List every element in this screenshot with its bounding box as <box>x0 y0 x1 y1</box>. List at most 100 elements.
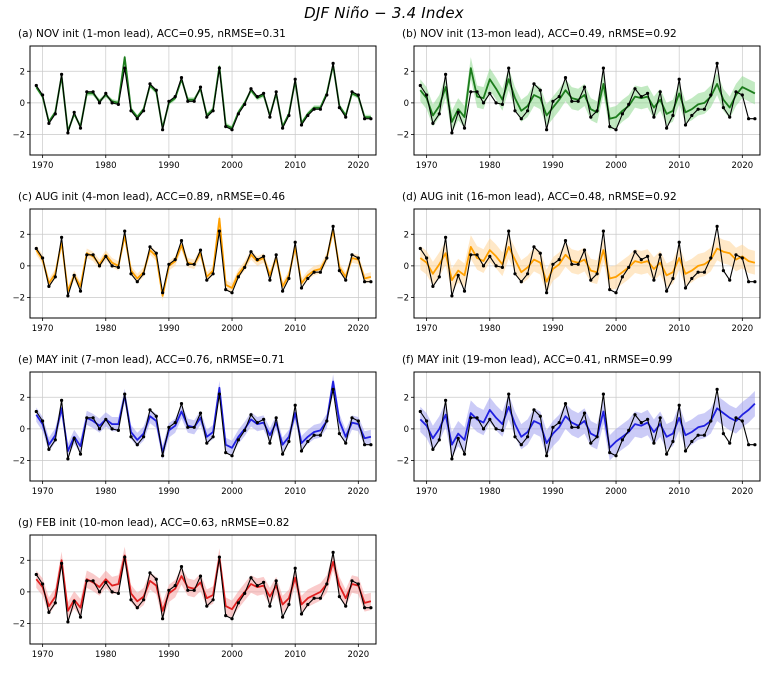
svg-text:1970: 1970 <box>416 161 438 171</box>
tick-labels: 1970 1980 1990 2000 2010 2020 −2 0 2 <box>396 230 753 334</box>
panel-b-title: (b) NOV init (13-mon lead), ACC=0.49, nR… <box>402 28 677 40</box>
panel-f-plot: 1970 1980 1990 2000 2010 2020 −2 0 2 <box>396 371 761 497</box>
svg-text:1990: 1990 <box>158 161 180 171</box>
observation-markers <box>418 224 757 298</box>
svg-text:1970: 1970 <box>32 161 54 171</box>
svg-text:2000: 2000 <box>221 650 243 660</box>
tick-labels: 1970 1980 1990 2000 2010 2020 −2 0 2 <box>12 393 369 497</box>
panel-f: (f) MAY init (19-mon lead), ACC=0.41, nR… <box>384 352 768 515</box>
svg-text:2: 2 <box>404 67 409 77</box>
svg-text:1970: 1970 <box>32 487 54 497</box>
axes-frame <box>29 208 377 319</box>
panel-c-plot: 1970 1980 1990 2000 2010 2020 −2 0 2 <box>12 208 377 334</box>
svg-text:1990: 1990 <box>158 324 180 334</box>
axes-frame <box>413 371 761 482</box>
svg-text:1980: 1980 <box>479 487 501 497</box>
svg-text:2000: 2000 <box>221 487 243 497</box>
svg-text:0: 0 <box>404 425 409 435</box>
svg-text:2010: 2010 <box>284 324 306 334</box>
axes-frame <box>413 208 761 319</box>
svg-text:−2: −2 <box>12 130 25 140</box>
svg-text:2000: 2000 <box>605 324 627 334</box>
svg-text:2020: 2020 <box>732 161 754 171</box>
svg-text:2000: 2000 <box>605 161 627 171</box>
svg-text:0: 0 <box>20 425 25 435</box>
panel-a: (a) NOV init (1-mon lead), ACC=0.95, nRM… <box>0 26 384 189</box>
panel-d: (d) AUG init (16-mon lead), ACC=0.48, nR… <box>384 189 768 352</box>
svg-text:2020: 2020 <box>732 487 754 497</box>
panel-e: (e) MAY init (7-mon lead), ACC=0.76, nRM… <box>0 352 384 515</box>
svg-text:−2: −2 <box>12 293 25 303</box>
axes-frame <box>29 45 377 156</box>
svg-text:1970: 1970 <box>32 324 54 334</box>
panel-d-title: (d) AUG init (16-mon lead), ACC=0.48, nR… <box>402 191 677 203</box>
panel-g: (g) FEB init (10-mon lead), ACC=0.63, nR… <box>0 515 384 678</box>
panel-f-title: (f) MAY init (19-mon lead), ACC=0.41, nR… <box>402 354 673 366</box>
svg-text:−2: −2 <box>396 456 409 466</box>
svg-text:1980: 1980 <box>95 487 117 497</box>
svg-text:2: 2 <box>404 230 409 240</box>
tick-labels: 1970 1980 1990 2000 2010 2020 −2 0 2 <box>12 230 369 334</box>
figure-title: DJF Niño − 3.4 Index <box>304 4 464 22</box>
panel-c-title: (c) AUG init (4-mon lead), ACC=0.89, nRM… <box>18 191 286 203</box>
observation-markers <box>34 224 373 298</box>
axes-frame <box>29 371 377 482</box>
panel-a-title: (a) NOV init (1-mon lead), ACC=0.95, nRM… <box>18 28 286 40</box>
svg-text:0: 0 <box>20 588 25 598</box>
svg-text:2: 2 <box>20 393 25 403</box>
svg-text:1980: 1980 <box>95 161 117 171</box>
svg-text:2020: 2020 <box>732 324 754 334</box>
panel-grid: (a) NOV init (1-mon lead), ACC=0.95, nRM… <box>0 26 768 678</box>
panel-c: (c) AUG init (4-mon lead), ACC=0.89, nRM… <box>0 189 384 352</box>
panel-b-plot: 1970 1980 1990 2000 2010 2020 −2 0 2 <box>396 45 761 171</box>
svg-text:1970: 1970 <box>416 487 438 497</box>
observation-markers <box>34 550 373 624</box>
svg-text:2: 2 <box>20 67 25 77</box>
svg-text:−2: −2 <box>12 456 25 466</box>
svg-text:2020: 2020 <box>348 487 370 497</box>
observation-markers <box>418 387 757 461</box>
uncertainty-band <box>36 546 371 620</box>
svg-text:1980: 1980 <box>95 324 117 334</box>
svg-text:2000: 2000 <box>221 324 243 334</box>
svg-text:2: 2 <box>404 393 409 403</box>
svg-text:2010: 2010 <box>668 487 690 497</box>
uncertainty-band <box>420 57 755 133</box>
svg-text:1980: 1980 <box>479 161 501 171</box>
svg-text:2020: 2020 <box>348 324 370 334</box>
panel-a-plot: 1970 1980 1990 2000 2010 2020 −2 0 2 <box>12 45 377 171</box>
svg-text:0: 0 <box>404 262 409 272</box>
svg-text:2010: 2010 <box>668 161 690 171</box>
svg-text:1970: 1970 <box>416 324 438 334</box>
observation-markers <box>34 387 373 461</box>
svg-text:1990: 1990 <box>542 161 564 171</box>
panel-b: (b) NOV init (13-mon lead), ACC=0.49, nR… <box>384 26 768 189</box>
tick-labels: 1970 1980 1990 2000 2010 2020 −2 0 2 <box>12 556 369 660</box>
panel-e-plot: 1970 1980 1990 2000 2010 2020 −2 0 2 <box>12 371 377 497</box>
axes-frame <box>413 45 761 156</box>
svg-text:2010: 2010 <box>284 161 306 171</box>
svg-text:1970: 1970 <box>32 650 54 660</box>
tick-labels: 1970 1980 1990 2000 2010 2020 −2 0 2 <box>396 393 753 497</box>
svg-text:1990: 1990 <box>542 487 564 497</box>
tick-labels: 1970 1980 1990 2000 2010 2020 −2 0 2 <box>12 67 369 171</box>
svg-text:−2: −2 <box>396 130 409 140</box>
svg-text:−2: −2 <box>396 293 409 303</box>
svg-text:2020: 2020 <box>348 650 370 660</box>
svg-text:2010: 2010 <box>284 650 306 660</box>
svg-text:1980: 1980 <box>479 324 501 334</box>
svg-text:2: 2 <box>20 230 25 240</box>
svg-text:0: 0 <box>404 99 409 109</box>
svg-text:0: 0 <box>20 262 25 272</box>
svg-text:2010: 2010 <box>668 324 690 334</box>
svg-text:1980: 1980 <box>95 650 117 660</box>
observation-markers <box>34 61 373 135</box>
svg-text:2000: 2000 <box>221 161 243 171</box>
panel-g-title: (g) FEB init (10-mon lead), ACC=0.63, nR… <box>18 517 290 529</box>
svg-text:2010: 2010 <box>284 487 306 497</box>
panel-g-plot: 1970 1980 1990 2000 2010 2020 −2 0 2 <box>12 534 377 660</box>
panel-d-plot: 1970 1980 1990 2000 2010 2020 −2 0 2 <box>396 208 761 334</box>
svg-text:2020: 2020 <box>348 161 370 171</box>
panel-e-title: (e) MAY init (7-mon lead), ACC=0.76, nRM… <box>18 354 285 366</box>
